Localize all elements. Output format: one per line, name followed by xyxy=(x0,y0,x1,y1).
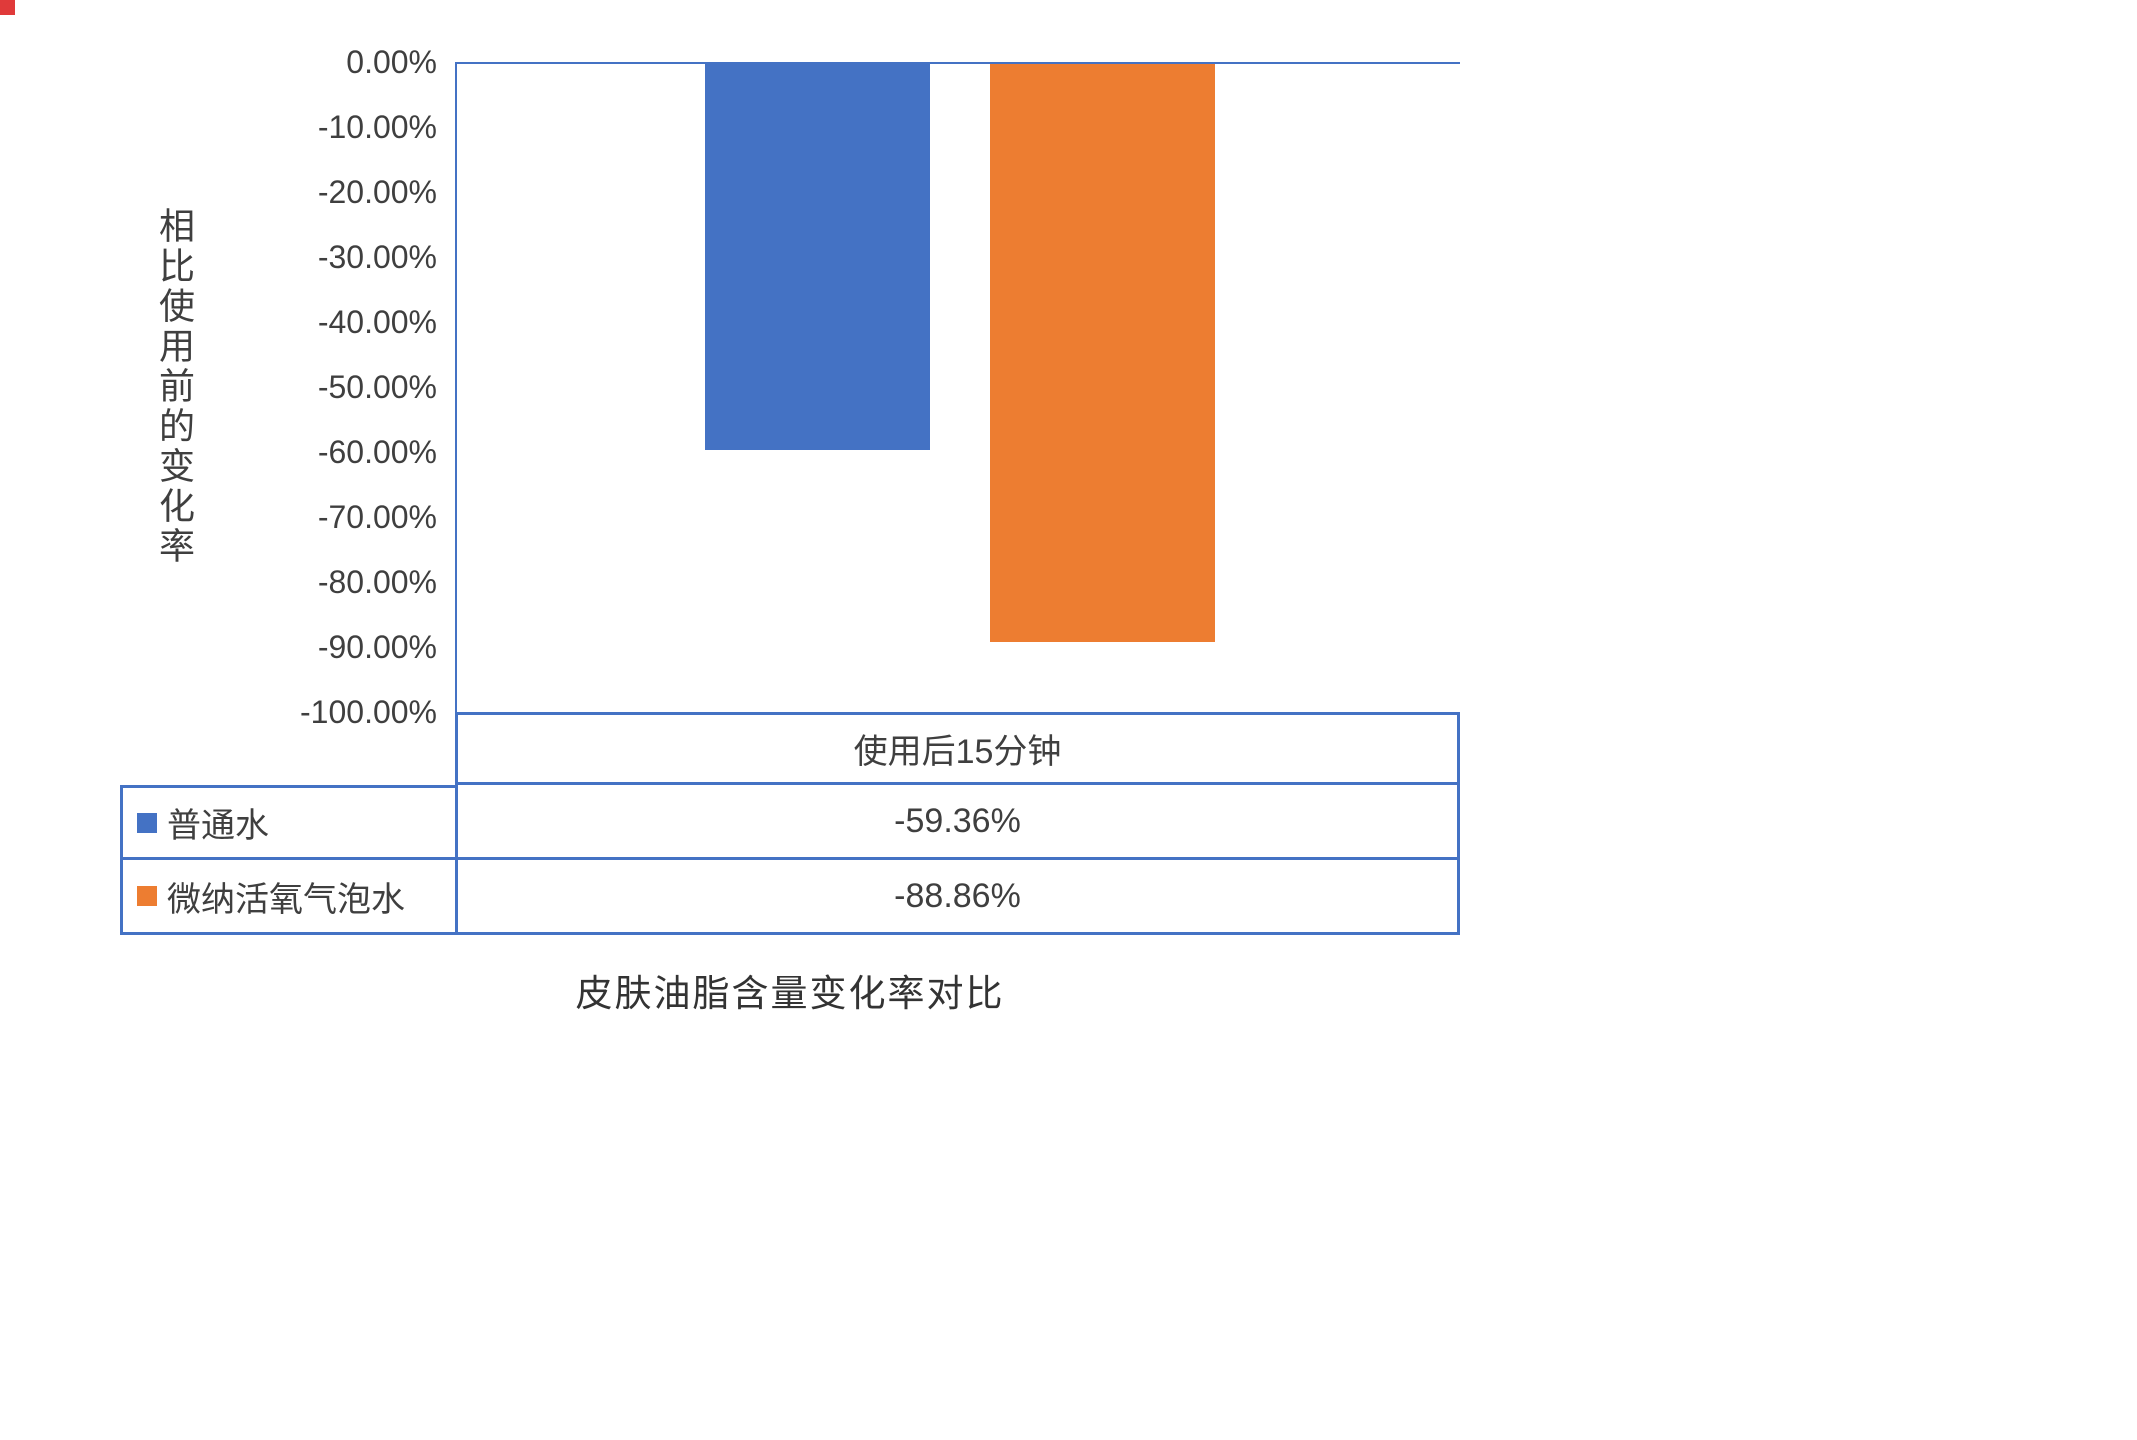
legend-item-micro-nano-bubble-water: 微纳活氧气泡水 xyxy=(120,860,455,935)
data-table-category-header: 使用后15分钟 xyxy=(455,712,1460,785)
data-table-value-row2: -88.86% xyxy=(455,860,1460,935)
data-table-values: 使用后15分钟 -59.36% -88.86% xyxy=(455,712,1460,935)
data-table-value-row1: -59.36% xyxy=(455,785,1460,860)
chart-title: 皮肤油脂含量变化率对比 xyxy=(575,973,1005,1014)
y-tick-label: -80.00% xyxy=(317,564,437,600)
y-axis-title: 相比使用前的变化率 xyxy=(154,207,195,567)
y-tick-label: -60.00% xyxy=(317,434,437,470)
y-axis-ticks: 0.00% -10.00% -20.00% -30.00% -40.00% -50.00%… xyxy=(210,44,437,730)
y-tick-label: -30.00% xyxy=(317,239,437,275)
legend-item-ordinary-water: 普通水 xyxy=(120,785,455,860)
legend-swatch-orange-icon xyxy=(137,886,157,906)
y-tick-label: -10.00% xyxy=(317,109,437,145)
y-tick-label: -40.00% xyxy=(317,304,437,340)
legend-label: 普通水 xyxy=(167,807,269,845)
y-tick-label: -100.00% xyxy=(300,694,437,730)
red-corner-marker xyxy=(0,0,15,15)
data-table-legend: 普通水 微纳活氧气泡水 xyxy=(120,785,455,935)
y-tick-label: -70.00% xyxy=(317,499,437,535)
y-tick-label: 0.00% xyxy=(346,44,437,80)
bar-ordinary-water xyxy=(705,64,930,450)
y-tick-label: -90.00% xyxy=(317,629,437,665)
bar-micro-nano-bubble-water xyxy=(990,64,1215,642)
plot-area xyxy=(455,62,1460,712)
y-tick-label: -20.00% xyxy=(317,174,437,210)
legend-label: 微纳活氧气泡水 xyxy=(167,880,405,919)
legend-swatch-blue-icon xyxy=(137,812,157,833)
y-tick-label: -50.00% xyxy=(317,369,437,405)
